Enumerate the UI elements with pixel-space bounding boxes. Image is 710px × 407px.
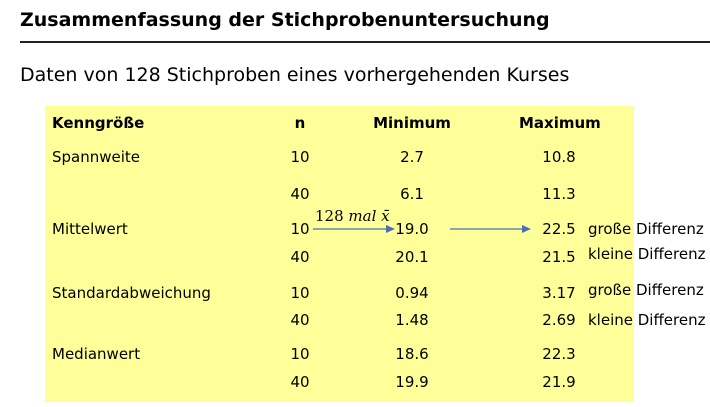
difference-note: kleine Differenz	[588, 245, 706, 263]
cell-maximum: 2.69	[542, 311, 576, 329]
sample-annotation: 128 mal x̄	[315, 207, 390, 225]
row-label: Mittelwert	[52, 220, 128, 238]
annotation-word: mal	[348, 207, 377, 225]
row-label: Standardabweichung	[52, 284, 211, 302]
difference-note: große Differenz	[588, 281, 704, 299]
cell-minimum: 19.9	[395, 373, 429, 391]
difference-note: kleine Differenz	[588, 311, 706, 329]
cell-maximum: 21.5	[542, 248, 576, 266]
cell-maximum: 21.9	[542, 373, 576, 391]
cell-n: 40	[290, 311, 310, 329]
cell-minimum: 20.1	[395, 248, 429, 266]
cell-n: 10	[290, 345, 310, 363]
cell-n: 10	[290, 148, 310, 166]
cell-n: 40	[290, 248, 310, 266]
cell-minimum: 19.0	[395, 220, 429, 238]
cell-n: 10	[290, 220, 310, 238]
cell-n: 40	[290, 373, 310, 391]
cell-minimum: 2.7	[400, 148, 424, 166]
cell-minimum: 1.48	[395, 311, 429, 329]
page-title: Zusammenfassung der Stichprobenuntersuch…	[20, 9, 550, 31]
page-subtitle: Daten von 128 Stichproben eines vorherge…	[20, 64, 570, 86]
header-maximum: Maximum	[519, 114, 601, 132]
cell-n: 10	[290, 284, 310, 302]
cell-maximum: 3.17	[542, 284, 576, 302]
row-label: Medianwert	[52, 345, 141, 363]
cell-maximum: 10.8	[542, 148, 576, 166]
difference-note: große Differenz	[588, 220, 704, 238]
cell-maximum: 11.3	[542, 185, 576, 203]
header-kenngroesse: Kenngröße	[52, 114, 145, 132]
cell-maximum: 22.5	[542, 220, 576, 238]
arrow-head-minimum-icon	[386, 225, 395, 233]
header-n: n	[294, 114, 306, 132]
cell-n: 40	[290, 185, 310, 203]
cell-maximum: 22.3	[542, 345, 576, 363]
cell-minimum: 0.94	[395, 284, 429, 302]
annotation-number: 128	[315, 207, 344, 225]
annotation-symbol: x̄	[381, 207, 390, 225]
cell-minimum: 6.1	[400, 185, 424, 203]
row-label: Spannweite	[52, 148, 141, 166]
title-divider	[20, 41, 710, 43]
header-minimum: Minimum	[373, 114, 451, 132]
cell-minimum: 18.6	[395, 345, 429, 363]
summary-table-panel	[45, 106, 634, 402]
arrow-head-maximum-icon	[522, 225, 531, 233]
